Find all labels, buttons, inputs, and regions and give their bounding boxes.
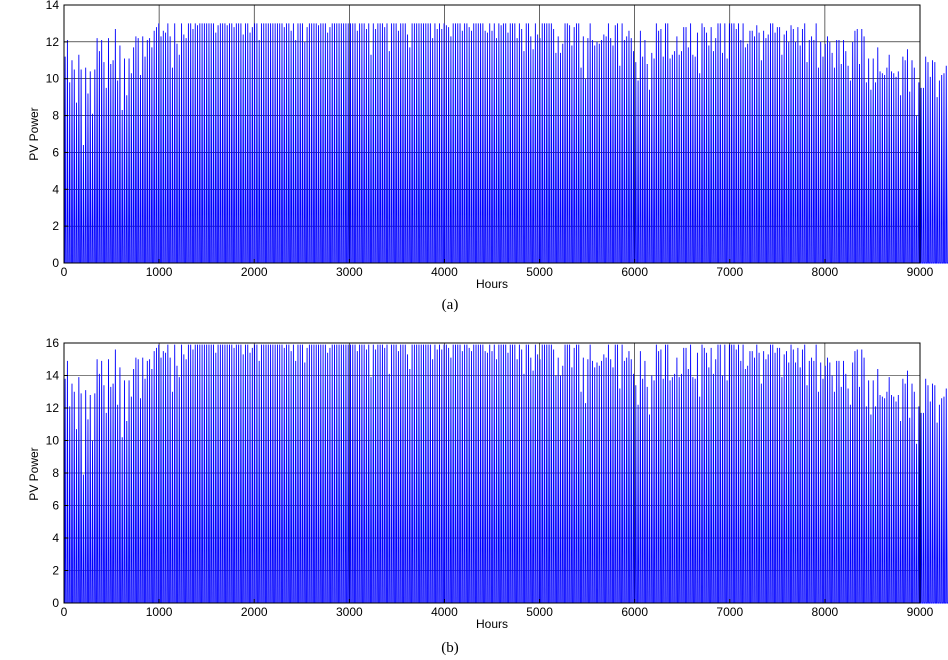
x-tick-label: 7000 <box>716 265 743 279</box>
y-tick-label: 6 <box>52 499 59 513</box>
x-tick-label: 1000 <box>146 605 173 619</box>
x-tick-label: 5000 <box>526 265 553 279</box>
y-tick-label: 10 <box>46 434 60 448</box>
y-tick-label: 0 <box>52 596 59 610</box>
y-tick-label: 0 <box>52 256 59 270</box>
panel-caption-a: (a) <box>442 297 459 313</box>
y-tick-label: 16 <box>46 336 60 350</box>
x-tick-label: 2000 <box>241 265 268 279</box>
series-a <box>64 23 948 264</box>
y-tick-label: 12 <box>46 35 60 49</box>
x-tick-label: 9000 <box>907 605 934 619</box>
x-tick-label: 0 <box>61 265 68 279</box>
series-b <box>64 344 948 604</box>
y-tick-label: 2 <box>52 564 59 578</box>
y-tick-label: 14 <box>46 0 60 12</box>
x-axis-label-b: Hours <box>476 617 508 631</box>
x-tick-label: 9000 <box>907 265 934 279</box>
y-tick-label: 10 <box>46 72 60 86</box>
x-tick-label: 6000 <box>621 265 648 279</box>
y-tick-label: 4 <box>52 182 59 196</box>
y-axis-label-b: PV Power <box>27 447 41 500</box>
y-tick-label: 14 <box>46 369 60 383</box>
y-tick-label: 2 <box>52 219 59 233</box>
x-tick-label: 7000 <box>716 605 743 619</box>
ticks-b: 0 2 4 6 8 10 12 14 16 0 1000 2000 3000 4000 5000 6000 70… <box>46 336 934 619</box>
y-tick-label: 12 <box>46 401 60 415</box>
series-line-0 <box>64 23 948 264</box>
y-axis-label-a: PV Power <box>27 107 41 160</box>
x-tick-label: 3000 <box>336 265 363 279</box>
x-tick-label: 4000 <box>431 605 458 619</box>
plot-frame-a <box>63 4 921 264</box>
x-tick-label: 4000 <box>431 265 458 279</box>
x-axis-label-a: Hours <box>476 277 508 291</box>
x-tick-label: 0 <box>61 605 68 619</box>
x-tick-label: 8000 <box>812 605 839 619</box>
x-tick-label: 6000 <box>621 605 648 619</box>
panel-caption-b: (b) <box>441 640 459 656</box>
x-tick-label: 2000 <box>241 605 268 619</box>
x-tick-label: 3000 <box>336 605 363 619</box>
y-tick-label: 4 <box>52 531 59 545</box>
y-tick-label: 6 <box>52 145 59 159</box>
x-tick-label: 1000 <box>146 265 173 279</box>
x-tick-label: 8000 <box>812 265 839 279</box>
chart-panel-b: 0 2 4 6 8 10 12 14 16 0 1000 2000 3000 4000 5000 6000 70… <box>27 336 948 656</box>
series-line-0 <box>64 344 948 604</box>
plot-frame-b <box>63 342 921 604</box>
y-tick-label: 8 <box>52 109 59 123</box>
x-tick-label: 5000 <box>526 605 553 619</box>
y-tick-label: 8 <box>52 466 59 480</box>
chart-panel-a: 0 2 4 6 8 10 12 14 0 1000 2000 3000 4000 5000 6000 7000… <box>27 0 948 313</box>
